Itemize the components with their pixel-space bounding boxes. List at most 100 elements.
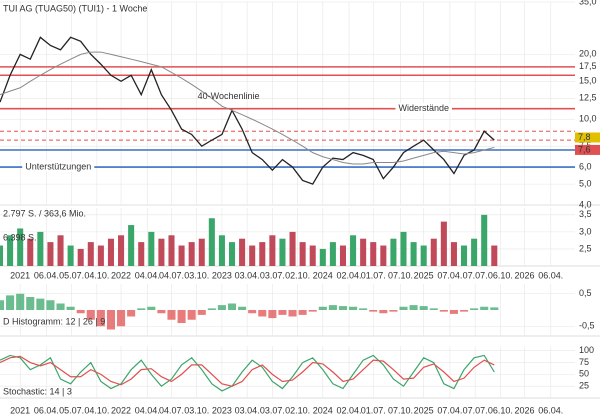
- x-tick-label: 03.04.: [235, 405, 260, 415]
- volume-bar: [77, 248, 84, 266]
- y-tick-label: 75: [579, 357, 589, 367]
- macd-bar: [328, 305, 337, 310]
- x-tick-label: 06.10.: [488, 270, 513, 280]
- x-tick-label: 2024: [313, 270, 333, 280]
- x-tick-label: 06.04.: [538, 270, 563, 280]
- volume-bar: [47, 242, 54, 266]
- macd-bar: [248, 310, 257, 314]
- volume-bar: [410, 242, 417, 266]
- x-tick-label: 2022: [111, 270, 131, 280]
- macd-bar: [157, 310, 166, 314]
- macd-bar: [76, 310, 85, 314]
- macd-bar: [359, 308, 368, 310]
- volume-bar: [360, 238, 367, 266]
- y-tick-label: 12,5: [579, 93, 597, 103]
- y-tick-label: 6,0: [579, 161, 592, 171]
- volume-bar: [228, 242, 236, 266]
- macd-bar: [66, 306, 75, 310]
- x-tick-label: 04.10.: [84, 270, 109, 280]
- x-tick-label: 06.04.: [538, 405, 563, 415]
- x-tick-label: 01.07.: [361, 270, 386, 280]
- x-tick-label: 02.04.: [337, 405, 362, 415]
- y-tick-label: 0,5: [579, 288, 592, 298]
- x-tick-label: 07.04.: [437, 405, 462, 415]
- volume-bar: [7, 235, 14, 266]
- volume-bar: [400, 231, 407, 266]
- volume-bar: [309, 245, 316, 266]
- stochastic-line: [0, 354, 495, 392]
- macd-bar: [429, 308, 438, 310]
- volume-bar: [420, 245, 427, 266]
- x-tick-label: 05.07.: [59, 270, 84, 280]
- volume-bar: [148, 231, 155, 266]
- volume-bar: [168, 235, 175, 266]
- volume-bar: [471, 238, 478, 266]
- volume-bar: [138, 242, 145, 266]
- volume-bar: [198, 238, 205, 266]
- x-tick-label: 02.10.: [285, 270, 310, 280]
- y-tick-label: 15,0: [579, 76, 597, 86]
- volume-bar: [178, 245, 185, 266]
- macd-bar: [207, 308, 216, 310]
- macd-bar: [26, 297, 35, 310]
- y-tick-label: 10,0: [579, 114, 597, 124]
- macd-bar: [470, 308, 479, 310]
- y-tick-label: 25: [579, 381, 589, 391]
- x-tick-label: 04.04.: [135, 270, 160, 280]
- x-tick-label: 2026: [515, 405, 535, 415]
- panel-title: Stochastic: 14 | 3: [3, 386, 72, 396]
- x-tick-label: 2021: [10, 270, 30, 280]
- macd-bar: [217, 305, 226, 310]
- series-label: 40-Wochenlinie: [198, 91, 260, 101]
- volume-bar: [249, 245, 256, 266]
- x-tick-label: 01.07.: [361, 405, 386, 415]
- volume-bar: [461, 245, 468, 266]
- macd-bar: [308, 310, 317, 312]
- panel-subtitle: 6.398 S.: [3, 232, 37, 242]
- x-tick-label: 04.07.: [159, 270, 184, 280]
- x-tick-label: 02.10.: [285, 405, 310, 415]
- volume-bar: [481, 214, 488, 266]
- x-tick-label: 2021: [10, 405, 30, 415]
- macd-bar: [268, 310, 277, 319]
- volume-bar: [319, 248, 326, 266]
- chart-title: TUI AG (TUAG50) (TUI1) - 1 Woche: [3, 3, 147, 13]
- volume-bar: [339, 245, 347, 266]
- macd-bar: [86, 310, 95, 320]
- macd-bar: [177, 310, 186, 323]
- macd-bar: [106, 310, 115, 330]
- macd-bar: [117, 310, 126, 327]
- panel-title: 2.797 S. / 363,6 Mio.: [3, 208, 86, 218]
- volume-bar: [430, 238, 437, 266]
- macd-bar: [409, 305, 418, 310]
- macd-bar: [258, 310, 267, 317]
- x-tick-label: 2025: [414, 405, 434, 415]
- annotation: Unterstützungen: [25, 161, 91, 171]
- x-tick-label: 07.10.: [388, 270, 413, 280]
- macd-bar: [399, 306, 408, 310]
- volume-bar: [17, 228, 24, 266]
- volume-bar: [97, 245, 104, 266]
- y-tick-label: 2,5: [579, 243, 592, 253]
- volume-bar: [329, 242, 336, 266]
- y-tick-label: 3,5: [579, 209, 592, 219]
- volume-bar: [289, 231, 296, 266]
- price-tag-label: 7,6: [578, 144, 591, 154]
- y-tick-label: -0,5: [579, 321, 595, 331]
- volume-bar: [350, 235, 357, 266]
- macd-bar: [439, 310, 448, 312]
- macd-bar: [16, 293, 25, 310]
- macd-bar: [6, 295, 15, 310]
- stochastic-line: [0, 355, 495, 387]
- macd-bar: [167, 310, 176, 320]
- x-tick-label: 04.10.: [84, 405, 109, 415]
- volume-bar: [450, 242, 457, 266]
- volume-bar: [380, 245, 387, 266]
- volume-bar: [269, 235, 276, 266]
- macd-bar: [389, 310, 398, 312]
- volume-bar: [299, 242, 306, 266]
- y-tick-label: 20,0: [579, 49, 597, 59]
- y-tick-label: 50: [579, 369, 589, 379]
